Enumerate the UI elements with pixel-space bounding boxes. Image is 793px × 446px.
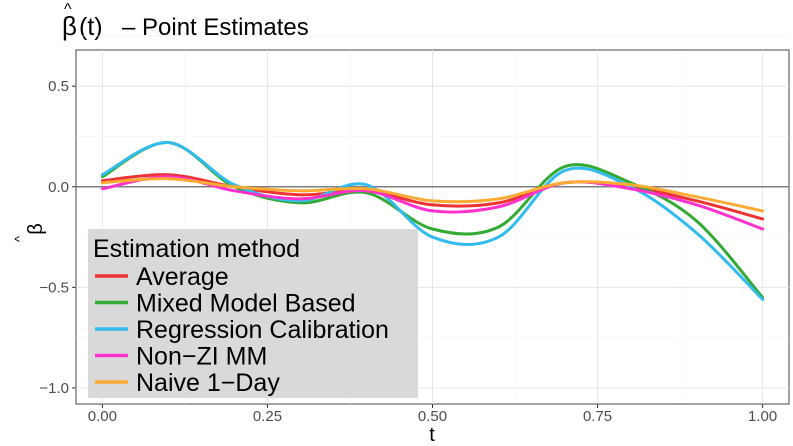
x-tick-label: 0.75 <box>583 408 612 425</box>
legend-background <box>88 229 418 398</box>
series-line-naive-1-day <box>100 177 765 213</box>
chart-title: β ^ (t) – Point Estimates <box>62 1 309 41</box>
x-tick-label: 0.50 <box>418 408 447 425</box>
x-tick-label: 0.00 <box>88 408 117 425</box>
legend-label: Regression Calibration <box>136 316 389 344</box>
y-tick-label: −1.0 <box>39 380 69 397</box>
legend-label: Mixed Model Based <box>136 290 356 318</box>
title-hat: ^ <box>64 1 72 18</box>
title-paren: (t) <box>79 13 103 41</box>
legend-label: Average <box>136 263 229 291</box>
y-axis-label: β ^ <box>12 223 47 242</box>
y-axis-label-symbol: β <box>25 223 47 235</box>
y-tick-label: 0.5 <box>48 78 69 95</box>
legend-label: Non−ZI MM <box>136 343 267 371</box>
y-axis-label-hat: ^ <box>12 235 27 242</box>
y-tick-label: −0.5 <box>39 279 69 296</box>
title-symbol: β <box>62 11 77 41</box>
legend-title: Estimation method <box>93 235 300 263</box>
series-line-non-zi-mm <box>100 175 765 231</box>
y-tick-label: 0.0 <box>48 179 69 196</box>
series-lines <box>100 141 765 301</box>
legend-label: Naive 1−Day <box>136 369 280 397</box>
x-tick-label: 0.25 <box>253 408 282 425</box>
title-text: – Point Estimates <box>122 14 309 41</box>
x-axis-ticks: 0.00 0.25 0.50 0.75 1.00 <box>88 404 777 425</box>
x-tick-label: 1.00 <box>748 408 777 425</box>
x-axis-label: t <box>429 424 435 446</box>
y-axis-ticks: −1.0 −0.5 0.0 0.5 <box>39 78 76 397</box>
series-line-regression-calibration <box>100 141 765 301</box>
